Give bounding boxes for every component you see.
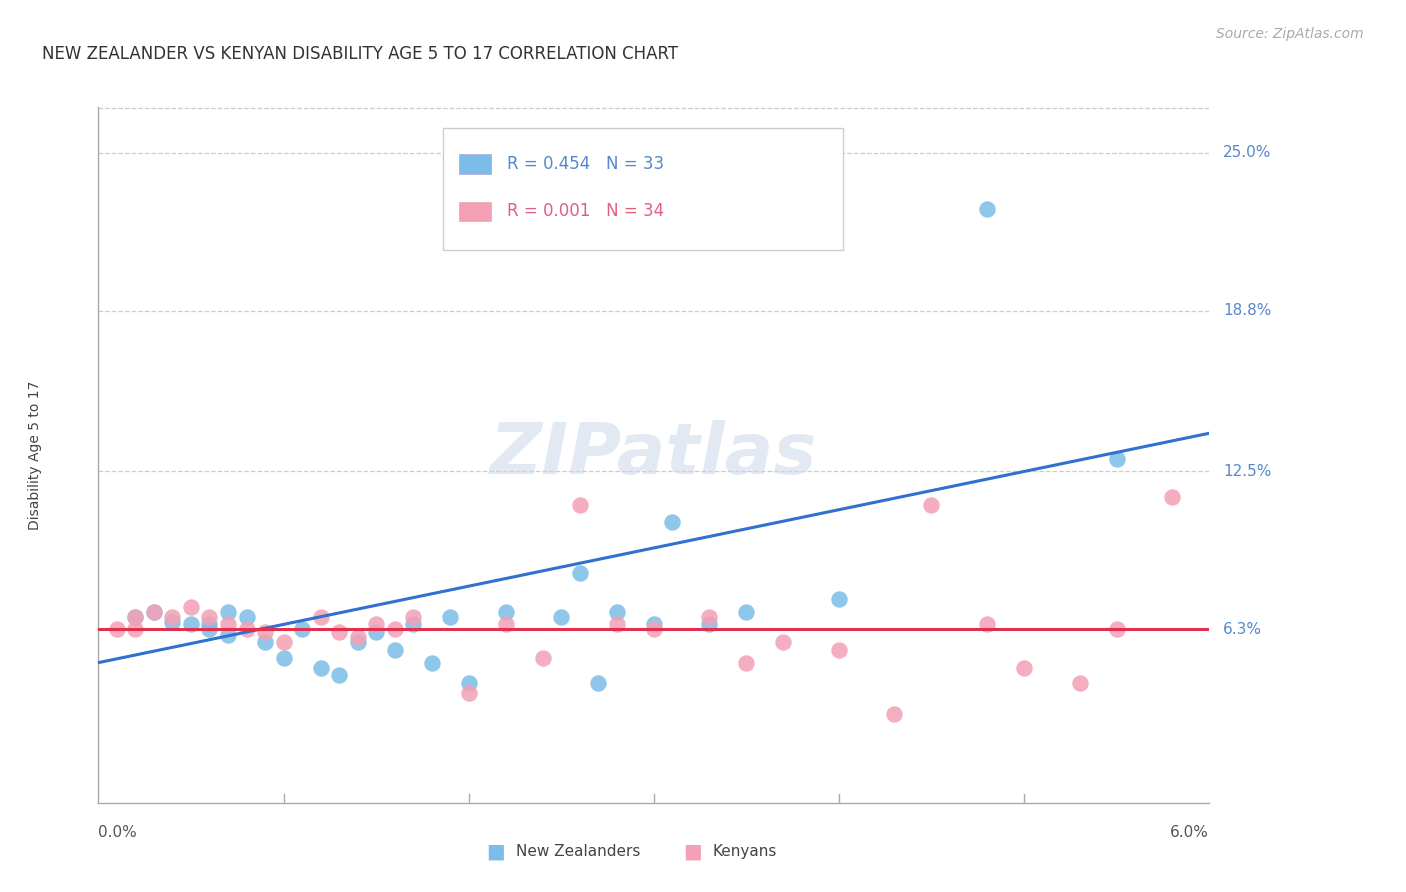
Point <box>606 605 628 619</box>
Point <box>309 609 332 624</box>
Text: ▪: ▪ <box>485 838 506 866</box>
Point <box>772 635 794 649</box>
Text: Disability Age 5 to 17: Disability Age 5 to 17 <box>28 380 42 530</box>
Text: New Zealanders: New Zealanders <box>516 845 640 859</box>
Text: ▪: ▪ <box>682 838 703 866</box>
Text: 6.0%: 6.0% <box>1170 825 1209 840</box>
Point <box>402 609 425 624</box>
Point <box>162 609 184 624</box>
Point <box>699 609 721 624</box>
Point <box>1012 661 1035 675</box>
Point <box>273 650 295 665</box>
Point <box>735 656 758 670</box>
Point <box>309 661 332 675</box>
Point <box>217 605 239 619</box>
Point <box>328 625 350 640</box>
Point <box>976 617 998 632</box>
Point <box>273 635 295 649</box>
Text: NEW ZEALANDER VS KENYAN DISABILITY AGE 5 TO 17 CORRELATION CHART: NEW ZEALANDER VS KENYAN DISABILITY AGE 5… <box>42 45 678 62</box>
Point <box>384 623 406 637</box>
Point <box>661 516 683 530</box>
Text: 12.5%: 12.5% <box>1223 464 1271 479</box>
Point <box>1105 451 1128 466</box>
Point <box>328 668 350 682</box>
Text: 25.0%: 25.0% <box>1223 145 1271 161</box>
Point <box>384 643 406 657</box>
Text: 0.0%: 0.0% <box>98 825 138 840</box>
Point <box>531 650 554 665</box>
Bar <box>460 154 491 174</box>
Point <box>217 627 239 641</box>
Point <box>606 617 628 632</box>
Point <box>439 609 461 624</box>
Text: ZIPatlas: ZIPatlas <box>491 420 817 490</box>
Point <box>699 617 721 632</box>
FancyBboxPatch shape <box>443 128 842 250</box>
Text: 18.8%: 18.8% <box>1223 303 1271 318</box>
Point <box>366 625 388 640</box>
Point <box>735 605 758 619</box>
Point <box>217 617 239 632</box>
Point <box>550 609 572 624</box>
Point <box>828 643 851 657</box>
Point <box>457 686 479 700</box>
Point <box>495 617 517 632</box>
Text: Source: ZipAtlas.com: Source: ZipAtlas.com <box>1216 27 1364 41</box>
Point <box>124 609 146 624</box>
Point <box>235 623 257 637</box>
Point <box>643 617 665 632</box>
Point <box>254 635 277 649</box>
Point <box>883 706 905 721</box>
Point <box>1161 490 1184 504</box>
Point <box>643 623 665 637</box>
Text: R = 0.454   N = 33: R = 0.454 N = 33 <box>508 155 664 173</box>
Point <box>366 617 388 632</box>
Point <box>180 599 202 614</box>
Point <box>588 676 610 690</box>
Point <box>495 605 517 619</box>
Point <box>568 498 591 512</box>
Point <box>402 617 425 632</box>
Point <box>254 625 277 640</box>
Bar <box>460 202 491 221</box>
Point <box>346 630 368 644</box>
Point <box>180 617 202 632</box>
Point <box>162 615 184 629</box>
Point <box>124 623 146 637</box>
Point <box>1105 623 1128 637</box>
Point <box>346 635 368 649</box>
Text: Kenyans: Kenyans <box>713 845 778 859</box>
Text: R = 0.001   N = 34: R = 0.001 N = 34 <box>508 202 664 220</box>
Point <box>976 202 998 216</box>
Point <box>457 676 479 690</box>
Point <box>143 605 166 619</box>
Point <box>198 617 221 632</box>
Point <box>105 623 128 637</box>
Point <box>143 605 166 619</box>
Point <box>291 623 314 637</box>
Point <box>1069 676 1091 690</box>
Point <box>921 498 943 512</box>
Point <box>420 656 443 670</box>
Text: 6.3%: 6.3% <box>1223 622 1263 637</box>
Point <box>828 591 851 606</box>
Point <box>568 566 591 581</box>
Point <box>198 623 221 637</box>
Point <box>124 609 146 624</box>
Point <box>235 609 257 624</box>
Point <box>198 609 221 624</box>
